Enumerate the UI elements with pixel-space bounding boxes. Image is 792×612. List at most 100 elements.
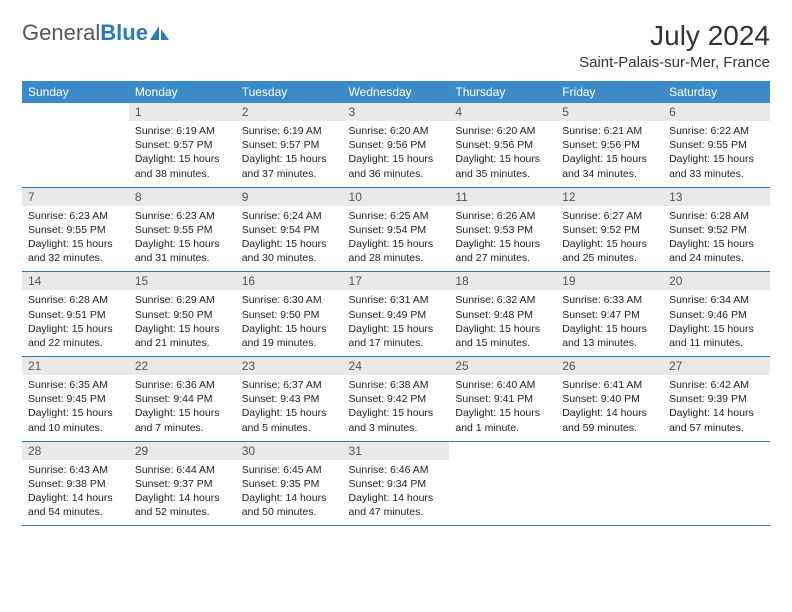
calendar-cell: 28Sunrise: 6:43 AMSunset: 9:38 PMDayligh… [22, 441, 129, 526]
calendar-cell: 5Sunrise: 6:21 AMSunset: 9:56 PMDaylight… [556, 103, 663, 187]
calendar-row: 7Sunrise: 6:23 AMSunset: 9:55 PMDaylight… [22, 187, 770, 272]
calendar-cell: 2Sunrise: 6:19 AMSunset: 9:57 PMDaylight… [236, 103, 343, 187]
day-number: 27 [663, 357, 770, 375]
calendar-cell: 9Sunrise: 6:24 AMSunset: 9:54 PMDaylight… [236, 187, 343, 272]
calendar-cell: 11Sunrise: 6:26 AMSunset: 9:53 PMDayligh… [449, 187, 556, 272]
calendar-cell: 1Sunrise: 6:19 AMSunset: 9:57 PMDaylight… [129, 103, 236, 187]
logo-text-right: Blue [100, 20, 148, 45]
weekday-header: Thursday [449, 81, 556, 103]
day-number: 8 [129, 188, 236, 206]
day-number: 5 [556, 103, 663, 121]
day-body: Sunrise: 6:42 AMSunset: 9:39 PMDaylight:… [663, 375, 770, 441]
day-number: 2 [236, 103, 343, 121]
weekday-header: Sunday [22, 81, 129, 103]
weekday-header: Friday [556, 81, 663, 103]
calendar-cell: 18Sunrise: 6:32 AMSunset: 9:48 PMDayligh… [449, 272, 556, 357]
calendar-cell: 7Sunrise: 6:23 AMSunset: 9:55 PMDaylight… [22, 187, 129, 272]
calendar-cell: 4Sunrise: 6:20 AMSunset: 9:56 PMDaylight… [449, 103, 556, 187]
day-number: 9 [236, 188, 343, 206]
weekday-header: Saturday [663, 81, 770, 103]
calendar-cell: 23Sunrise: 6:37 AMSunset: 9:43 PMDayligh… [236, 357, 343, 442]
day-number: 14 [22, 272, 129, 290]
logo-sail-icon [150, 26, 170, 40]
day-number: 28 [22, 442, 129, 460]
calendar-cell: 29Sunrise: 6:44 AMSunset: 9:37 PMDayligh… [129, 441, 236, 526]
calendar-cell: 22Sunrise: 6:36 AMSunset: 9:44 PMDayligh… [129, 357, 236, 442]
calendar-cell: 27Sunrise: 6:42 AMSunset: 9:39 PMDayligh… [663, 357, 770, 442]
day-number: 24 [343, 357, 450, 375]
day-body: Sunrise: 6:23 AMSunset: 9:55 PMDaylight:… [129, 206, 236, 272]
day-number: 6 [663, 103, 770, 121]
day-number: 21 [22, 357, 129, 375]
weekday-header: Tuesday [236, 81, 343, 103]
day-body: Sunrise: 6:19 AMSunset: 9:57 PMDaylight:… [236, 121, 343, 187]
day-body: Sunrise: 6:35 AMSunset: 9:45 PMDaylight:… [22, 375, 129, 441]
day-number: 30 [236, 442, 343, 460]
weekday-header: Monday [129, 81, 236, 103]
day-body: Sunrise: 6:31 AMSunset: 9:49 PMDaylight:… [343, 290, 450, 356]
title-block: July 2024 Saint-Palais-sur-Mer, France [579, 20, 770, 71]
calendar-body: 1Sunrise: 6:19 AMSunset: 9:57 PMDaylight… [22, 103, 770, 526]
day-number: 13 [663, 188, 770, 206]
calendar-cell: 20Sunrise: 6:34 AMSunset: 9:46 PMDayligh… [663, 272, 770, 357]
calendar-row: 1Sunrise: 6:19 AMSunset: 9:57 PMDaylight… [22, 103, 770, 187]
day-number: 1 [129, 103, 236, 121]
day-number: 7 [22, 188, 129, 206]
day-number: 31 [343, 442, 450, 460]
calendar-cell: 26Sunrise: 6:41 AMSunset: 9:40 PMDayligh… [556, 357, 663, 442]
location: Saint-Palais-sur-Mer, France [579, 54, 770, 71]
day-number: 26 [556, 357, 663, 375]
day-body: Sunrise: 6:20 AMSunset: 9:56 PMDaylight:… [343, 121, 450, 187]
day-body: Sunrise: 6:26 AMSunset: 9:53 PMDaylight:… [449, 206, 556, 272]
day-number: 19 [556, 272, 663, 290]
weekday-header: Wednesday [343, 81, 450, 103]
calendar-row: 21Sunrise: 6:35 AMSunset: 9:45 PMDayligh… [22, 357, 770, 442]
calendar-cell [663, 441, 770, 526]
day-body: Sunrise: 6:25 AMSunset: 9:54 PMDaylight:… [343, 206, 450, 272]
calendar-cell: 31Sunrise: 6:46 AMSunset: 9:34 PMDayligh… [343, 441, 450, 526]
calendar-cell: 6Sunrise: 6:22 AMSunset: 9:55 PMDaylight… [663, 103, 770, 187]
day-number: 3 [343, 103, 450, 121]
logo-text-left: General [22, 20, 100, 45]
calendar-cell [556, 441, 663, 526]
day-number: 25 [449, 357, 556, 375]
calendar-cell: 10Sunrise: 6:25 AMSunset: 9:54 PMDayligh… [343, 187, 450, 272]
day-body: Sunrise: 6:36 AMSunset: 9:44 PMDaylight:… [129, 375, 236, 441]
day-number: 20 [663, 272, 770, 290]
calendar-cell: 21Sunrise: 6:35 AMSunset: 9:45 PMDayligh… [22, 357, 129, 442]
day-body: Sunrise: 6:33 AMSunset: 9:47 PMDaylight:… [556, 290, 663, 356]
calendar-cell [449, 441, 556, 526]
calendar-cell: 12Sunrise: 6:27 AMSunset: 9:52 PMDayligh… [556, 187, 663, 272]
day-number: 23 [236, 357, 343, 375]
calendar-cell: 19Sunrise: 6:33 AMSunset: 9:47 PMDayligh… [556, 272, 663, 357]
calendar-head: SundayMondayTuesdayWednesdayThursdayFrid… [22, 81, 770, 103]
day-body: Sunrise: 6:34 AMSunset: 9:46 PMDaylight:… [663, 290, 770, 356]
day-body: Sunrise: 6:24 AMSunset: 9:54 PMDaylight:… [236, 206, 343, 272]
day-body: Sunrise: 6:37 AMSunset: 9:43 PMDaylight:… [236, 375, 343, 441]
logo: GeneralBlue [22, 20, 170, 46]
day-number: 18 [449, 272, 556, 290]
calendar-table: SundayMondayTuesdayWednesdayThursdayFrid… [22, 81, 770, 526]
day-body: Sunrise: 6:30 AMSunset: 9:50 PMDaylight:… [236, 290, 343, 356]
day-number: 15 [129, 272, 236, 290]
day-number: 4 [449, 103, 556, 121]
day-number: 10 [343, 188, 450, 206]
day-body: Sunrise: 6:38 AMSunset: 9:42 PMDaylight:… [343, 375, 450, 441]
day-body: Sunrise: 6:43 AMSunset: 9:38 PMDaylight:… [22, 460, 129, 526]
day-body: Sunrise: 6:28 AMSunset: 9:51 PMDaylight:… [22, 290, 129, 356]
day-body: Sunrise: 6:46 AMSunset: 9:34 PMDaylight:… [343, 460, 450, 526]
calendar-cell: 13Sunrise: 6:28 AMSunset: 9:52 PMDayligh… [663, 187, 770, 272]
calendar-cell: 24Sunrise: 6:38 AMSunset: 9:42 PMDayligh… [343, 357, 450, 442]
day-body: Sunrise: 6:32 AMSunset: 9:48 PMDaylight:… [449, 290, 556, 356]
calendar-cell: 30Sunrise: 6:45 AMSunset: 9:35 PMDayligh… [236, 441, 343, 526]
day-body: Sunrise: 6:20 AMSunset: 9:56 PMDaylight:… [449, 121, 556, 187]
day-number: 17 [343, 272, 450, 290]
calendar-cell: 3Sunrise: 6:20 AMSunset: 9:56 PMDaylight… [343, 103, 450, 187]
calendar-cell: 8Sunrise: 6:23 AMSunset: 9:55 PMDaylight… [129, 187, 236, 272]
calendar-cell: 14Sunrise: 6:28 AMSunset: 9:51 PMDayligh… [22, 272, 129, 357]
day-body: Sunrise: 6:29 AMSunset: 9:50 PMDaylight:… [129, 290, 236, 356]
day-body: Sunrise: 6:41 AMSunset: 9:40 PMDaylight:… [556, 375, 663, 441]
day-body: Sunrise: 6:23 AMSunset: 9:55 PMDaylight:… [22, 206, 129, 272]
calendar-row: 14Sunrise: 6:28 AMSunset: 9:51 PMDayligh… [22, 272, 770, 357]
day-body: Sunrise: 6:21 AMSunset: 9:56 PMDaylight:… [556, 121, 663, 187]
